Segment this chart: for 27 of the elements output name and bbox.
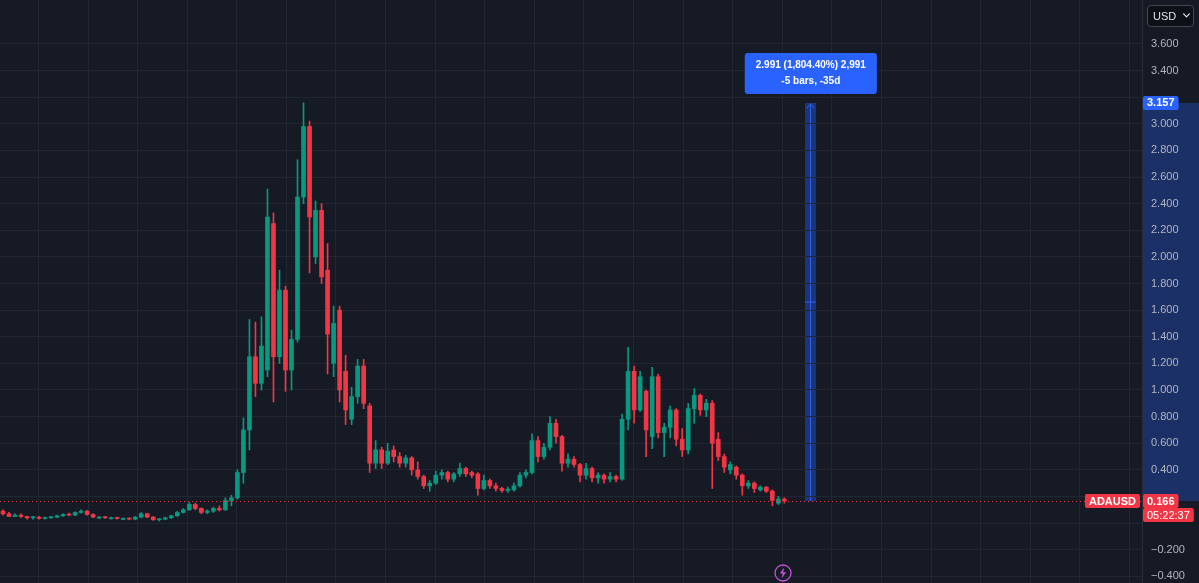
- annotation: -5 bars, -35d: [781, 75, 841, 87]
- y-tick-label: 2.000: [1151, 249, 1179, 262]
- y-tick-label: 1.400: [1151, 329, 1179, 342]
- y-tick-label: 0.400: [1151, 462, 1179, 475]
- y-tick-label: 2.800: [1151, 143, 1179, 156]
- annotation: ADAUSD: [1088, 494, 1137, 507]
- y-tick-label: 2.200: [1151, 223, 1179, 236]
- y-tick-label: 0.600: [1151, 436, 1179, 449]
- y-tick-label: 3.600: [1151, 36, 1179, 49]
- annotation: 3.157: [1147, 96, 1175, 109]
- y-tick-label: 3.400: [1151, 63, 1179, 76]
- y-tick-label: 3.000: [1151, 116, 1179, 129]
- y-tick-label: 1.800: [1151, 276, 1179, 289]
- y-tick-label: 2.400: [1151, 196, 1179, 209]
- y-tick-label: 0.800: [1151, 409, 1179, 422]
- y-tick-label: −0.400: [1151, 569, 1185, 582]
- text: 05:22:37: [1147, 508, 1190, 521]
- ref-line-label: 0.166: [1147, 494, 1175, 507]
- y-tick-label: 2.600: [1151, 170, 1179, 183]
- y-tick-label: 1.600: [1151, 303, 1179, 316]
- y-tick-label: 1.000: [1151, 383, 1179, 396]
- y-tick-label: 1.200: [1151, 356, 1179, 369]
- y-axis-title: USD: [1153, 9, 1177, 23]
- annotation: 2.991 (1,804.40%) 2,991: [755, 59, 867, 71]
- y-tick-label: −0.200: [1151, 542, 1185, 555]
- candlestick: [96, 516, 102, 519]
- dropdown: USD: [1147, 5, 1194, 27]
